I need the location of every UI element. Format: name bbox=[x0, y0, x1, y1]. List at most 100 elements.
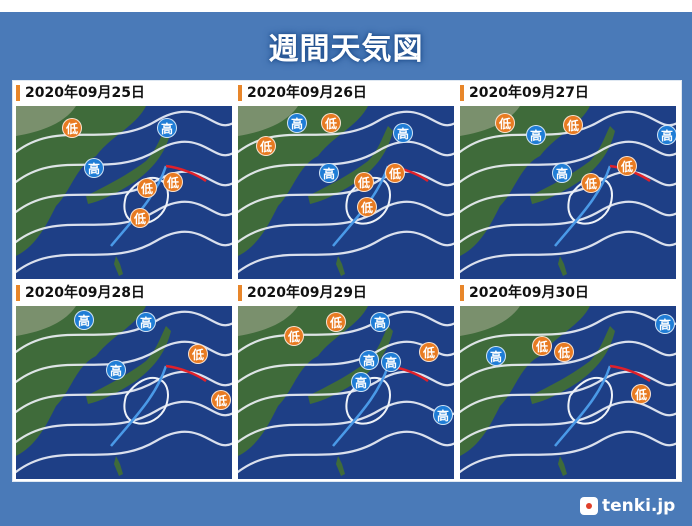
map-panel: 2020年09月29日 低低高高高低高高 bbox=[235, 281, 454, 479]
accent-bar bbox=[238, 285, 242, 301]
low-pressure-marker: 低 bbox=[357, 197, 377, 217]
low-pressure-marker: 低 bbox=[631, 384, 651, 404]
land-asia bbox=[460, 106, 590, 256]
isobar bbox=[16, 230, 232, 274]
isobar bbox=[238, 230, 454, 274]
isobar bbox=[460, 340, 676, 384]
accent-bar bbox=[16, 85, 20, 101]
high-pressure-marker: 高 bbox=[655, 314, 675, 334]
low-pressure-marker: 低 bbox=[563, 115, 583, 135]
high-pressure-marker: 高 bbox=[106, 360, 126, 380]
panel-date: 2020年09月25日 bbox=[25, 85, 145, 101]
land-asia bbox=[238, 306, 368, 456]
accent-bar bbox=[460, 85, 464, 101]
high-pressure-marker: 高 bbox=[552, 163, 572, 183]
low-pressure-marker: 低 bbox=[532, 336, 552, 356]
isobar bbox=[16, 170, 232, 214]
tenki-cube-icon bbox=[580, 497, 598, 515]
land-asia bbox=[460, 306, 590, 456]
low-pressure-marker: 低 bbox=[495, 113, 515, 133]
low-pressure-marker: 低 bbox=[256, 136, 276, 156]
low-pressure-marker: 低 bbox=[581, 173, 601, 193]
land-asia bbox=[16, 106, 146, 256]
isobar bbox=[460, 370, 676, 414]
isobar bbox=[460, 110, 676, 154]
warm-front bbox=[165, 364, 207, 383]
land-japan bbox=[308, 126, 393, 204]
cold-front bbox=[110, 365, 168, 447]
isobar bbox=[460, 200, 676, 244]
isobar bbox=[567, 376, 613, 425]
warm-front bbox=[609, 364, 651, 383]
high-pressure-marker: 高 bbox=[433, 405, 453, 425]
isobar bbox=[16, 400, 232, 444]
high-pressure-marker: 高 bbox=[359, 350, 379, 370]
panel-date: 2020年09月28日 bbox=[25, 285, 145, 301]
weather-map: 低低高高高低高高 bbox=[238, 306, 454, 479]
isobar bbox=[238, 170, 454, 214]
isobar bbox=[460, 230, 676, 274]
isobar bbox=[16, 140, 232, 184]
low-pressure-marker: 低 bbox=[617, 156, 637, 176]
land-islands bbox=[558, 256, 567, 276]
land-islands bbox=[336, 456, 345, 476]
map-panel: 2020年09月30日 高低低高低 bbox=[457, 281, 676, 479]
high-pressure-marker: 高 bbox=[319, 163, 339, 183]
land-japan bbox=[530, 326, 615, 404]
panel-date: 2020年09月27日 bbox=[469, 85, 589, 101]
low-pressure-marker: 低 bbox=[130, 208, 150, 228]
high-pressure-marker: 高 bbox=[370, 312, 390, 332]
weather-map: 低高高低低低 bbox=[16, 106, 232, 279]
high-pressure-marker: 高 bbox=[84, 158, 104, 178]
cold-front bbox=[554, 365, 612, 447]
cold-front bbox=[332, 365, 390, 447]
panel-date: 2020年09月26日 bbox=[247, 85, 367, 101]
isobar bbox=[460, 430, 676, 474]
land-japan bbox=[308, 326, 393, 404]
isobar bbox=[16, 430, 232, 474]
high-pressure-marker: 高 bbox=[136, 312, 156, 332]
isobar bbox=[460, 140, 676, 184]
high-pressure-marker: 高 bbox=[157, 118, 177, 138]
map-panel: 2020年09月27日 低高低高高低低 bbox=[457, 81, 676, 279]
low-pressure-marker: 低 bbox=[385, 163, 405, 183]
isobar bbox=[238, 110, 454, 154]
isobar bbox=[16, 200, 232, 244]
low-pressure-marker: 低 bbox=[419, 342, 439, 362]
isobar bbox=[238, 430, 454, 474]
low-pressure-marker: 低 bbox=[62, 118, 82, 138]
low-pressure-marker: 低 bbox=[321, 113, 341, 133]
land-japan bbox=[86, 326, 171, 404]
isobar bbox=[123, 376, 169, 425]
high-pressure-marker: 高 bbox=[74, 310, 94, 330]
low-pressure-marker: 低 bbox=[284, 326, 304, 346]
cold-front bbox=[554, 165, 612, 247]
map-panel: 2020年09月25日 低高高低低低 bbox=[13, 81, 232, 279]
isobar bbox=[238, 200, 454, 244]
weather-map-grid: 2020年09月25日 低高高低低低 2020年09月26日 低高低高高低低低 … bbox=[12, 80, 682, 482]
low-pressure-marker: 低 bbox=[188, 344, 208, 364]
isobar bbox=[16, 370, 232, 414]
accent-bar bbox=[460, 285, 464, 301]
high-pressure-marker: 高 bbox=[393, 123, 413, 143]
low-pressure-marker: 低 bbox=[163, 172, 183, 192]
brand-name: tenki.jp bbox=[602, 496, 676, 516]
tenki-logo: tenki.jp bbox=[580, 496, 675, 516]
land-north bbox=[16, 106, 76, 136]
low-pressure-marker: 低 bbox=[554, 342, 574, 362]
high-pressure-marker: 高 bbox=[486, 346, 506, 366]
land-north bbox=[238, 106, 298, 136]
land-north bbox=[16, 306, 76, 336]
high-pressure-marker: 高 bbox=[287, 113, 307, 133]
weather-map: 低高低高高低低 bbox=[460, 106, 676, 279]
low-pressure-marker: 低 bbox=[354, 172, 374, 192]
low-pressure-marker: 低 bbox=[137, 178, 157, 198]
isobar bbox=[238, 140, 454, 184]
land-north bbox=[460, 306, 520, 336]
low-pressure-marker: 低 bbox=[211, 390, 231, 410]
land-asia bbox=[16, 306, 146, 456]
accent-bar bbox=[16, 285, 20, 301]
land-islands bbox=[114, 256, 123, 276]
isobar bbox=[16, 340, 232, 384]
cold-front bbox=[110, 165, 168, 247]
